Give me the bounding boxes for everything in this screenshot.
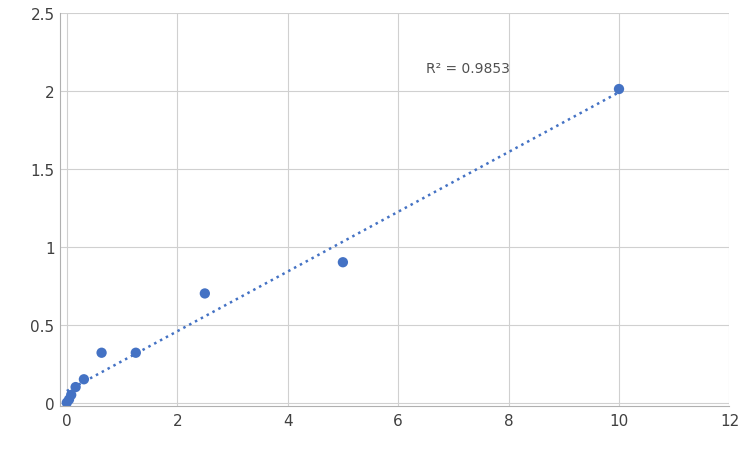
Point [199,290,211,297]
Point [70,384,82,391]
Point [96,350,108,357]
Point [613,86,625,93]
Point [65,391,77,399]
Point [130,350,142,357]
Point [63,396,75,403]
Point [337,259,349,266]
Point [61,399,73,406]
Point [78,376,90,383]
Text: R² = 0.9853: R² = 0.9853 [426,62,510,76]
